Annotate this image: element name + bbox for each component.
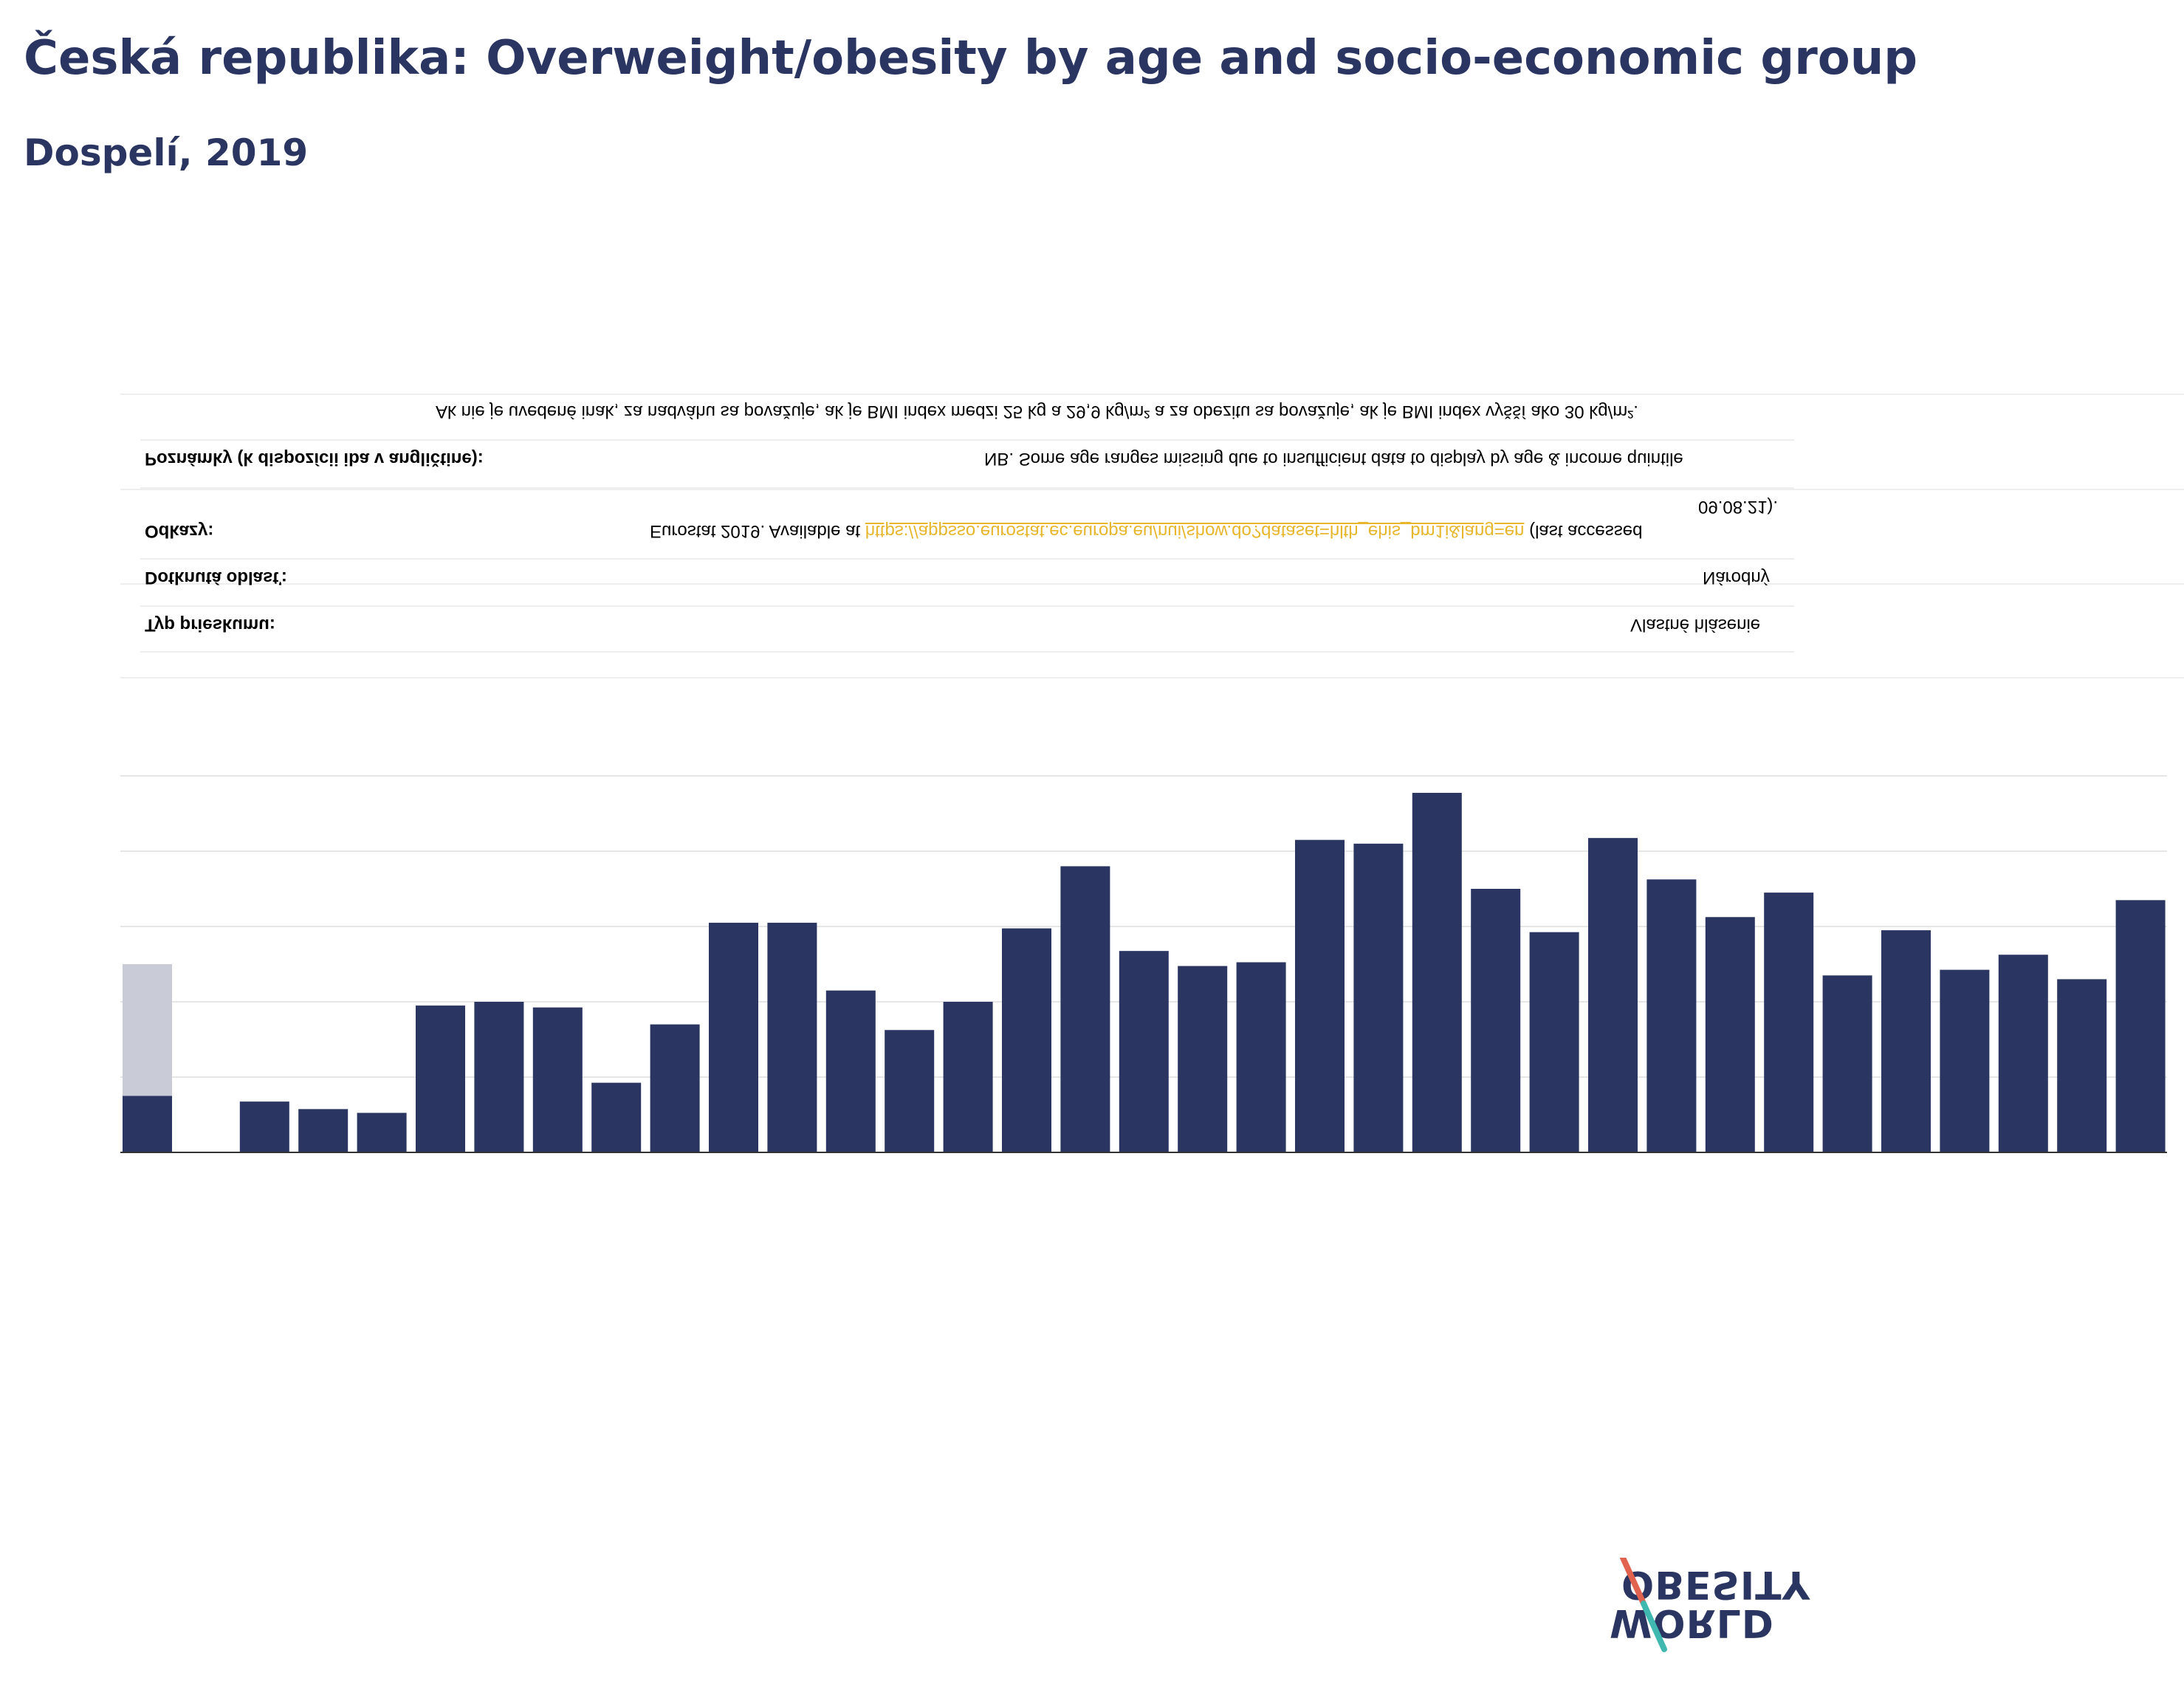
area-label: Dotknutá oblasť:	[145, 568, 287, 588]
bar	[1002, 928, 1051, 1152]
bar	[1471, 889, 1521, 1152]
bars	[123, 792, 2166, 1152]
bar	[1353, 843, 1404, 1152]
survey-type-value: Vlastné hlásenie	[1630, 615, 1761, 635]
bar	[1998, 955, 2048, 1152]
bar	[650, 1024, 700, 1152]
refs-label: Odkazy:	[145, 521, 214, 541]
meta-divider	[140, 487, 1794, 489]
bar	[357, 1113, 407, 1152]
bar	[1764, 893, 1814, 1152]
meta-divider	[140, 558, 1794, 560]
bar	[1412, 792, 1462, 1152]
bar	[1705, 917, 1755, 1152]
bar	[591, 1082, 642, 1152]
bar	[2115, 900, 2166, 1152]
bar	[709, 922, 758, 1152]
bar	[532, 1007, 583, 1152]
bar	[1940, 969, 1990, 1152]
bar	[298, 1109, 348, 1152]
meta-divider	[140, 439, 1794, 441]
bar	[943, 1002, 993, 1152]
notes-value: NB. Some age ranges missing due to insuf…	[984, 449, 1683, 469]
bar	[885, 1030, 935, 1152]
meta-divider	[120, 393, 2184, 395]
notes-label: Poznámky (k dispozícii iba v angličtine)…	[145, 449, 484, 469]
bar	[825, 990, 876, 1152]
meta-divider	[120, 583, 2184, 585]
bar	[1060, 866, 1110, 1152]
definition-note: Ak nie je uvedené inak, za nadváhu sa po…	[436, 402, 1638, 422]
bar	[1588, 838, 1638, 1152]
refs-prefix: Eurostat 2019. Available at	[650, 521, 861, 541]
meta-divider	[120, 677, 2184, 678]
bar	[474, 1002, 524, 1152]
meta-divider	[140, 651, 1794, 653]
survey-type-label: Typ prieskumu:	[145, 615, 275, 635]
refs-value-line2: 09.08.21).	[1698, 497, 1779, 517]
obesity-world-logo: OBESITY WORLD	[1610, 1558, 1810, 1654]
bar	[1295, 839, 1345, 1152]
bar	[1529, 932, 1579, 1152]
refs-link[interactable]: https://appsso.eurostat.ec.europa.eu/nui…	[865, 521, 1525, 541]
bar	[123, 1096, 172, 1152]
bar	[1236, 962, 1286, 1152]
meta-divider	[120, 489, 2184, 490]
chart-title: Česká republika: Overweight/obesity by a…	[24, 31, 1918, 86]
refs-suffix: (last accessed	[1529, 521, 1643, 541]
bar	[767, 922, 817, 1152]
bar	[239, 1101, 289, 1152]
chart-subtitle: Dospelí, 2019	[24, 131, 309, 174]
refs-value: Eurostat 2019. Available at https://apps…	[650, 520, 1642, 541]
bar	[1119, 951, 1169, 1152]
meta-divider	[140, 605, 1794, 607]
bar	[416, 1005, 465, 1152]
bar	[1646, 879, 1697, 1152]
bar	[1178, 966, 1228, 1152]
bar	[2057, 979, 2107, 1152]
bar	[1822, 975, 1872, 1152]
logo-slash-icon	[1620, 1558, 1667, 1652]
area-value: Národný	[1703, 568, 1770, 588]
bar	[1881, 930, 1931, 1152]
